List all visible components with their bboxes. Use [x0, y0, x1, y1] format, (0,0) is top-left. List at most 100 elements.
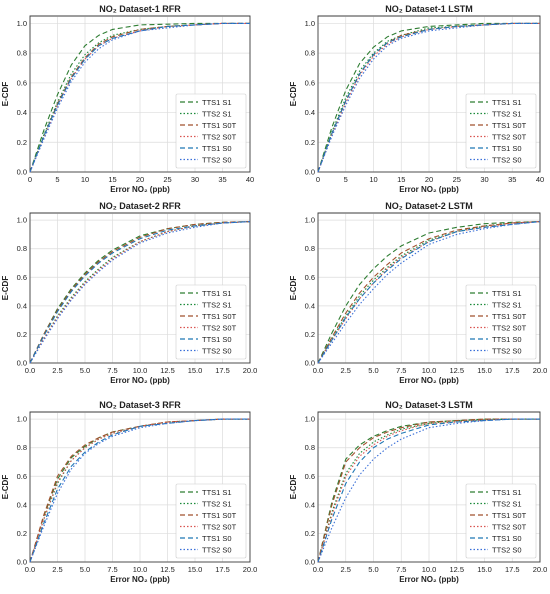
y-tick-label: 1.0 — [305, 19, 315, 28]
chart-title: NO₂ Dataset-3 LSTM — [385, 400, 473, 410]
plot-frame — [29, 15, 251, 173]
legend-entry: TTS2 S0 — [492, 545, 522, 554]
chart-panel-6: 0.0 2.5 5.0 7.5 10.0 12.5 15.0 17.5 20.0 0.0 0.2 0.… — [289, 400, 547, 584]
y-tick-label: 0.8 — [17, 443, 27, 452]
x-axis-label: Error NO₂ (ppb) — [110, 575, 170, 584]
legend-entry: TTS2 S0T — [492, 323, 527, 332]
x-tick-label: 15.0 — [477, 565, 492, 574]
chart-panel-4: 0.0 2.5 5.0 7.5 10.0 12.5 15.0 17.5 20.0 0.0 0.2 0.… — [289, 201, 547, 385]
x-tick-label: 5 — [55, 175, 59, 184]
y-tick-label: 0.8 — [17, 49, 27, 58]
x-tick-label: 5.0 — [80, 565, 90, 574]
legend-entry: TTS1 S1 — [492, 98, 522, 107]
series-line-tts1-s0 — [29, 22, 250, 173]
series-line-tts1-s0 — [317, 221, 541, 364]
x-tick-label: 20 — [425, 175, 433, 184]
x-tick-label: 0.0 — [313, 565, 323, 574]
x-tick-label: 0 — [28, 175, 32, 184]
chart-panel-3: 0.0 2.5 5.0 7.5 10.0 12.5 15.0 17.5 20.0 0.0 0.2 0.… — [1, 201, 257, 385]
chart-title: NO₂ Dataset-1 RFR — [99, 4, 181, 14]
y-tick-label: 0.2 — [17, 330, 27, 339]
y-tick-label: 1.0 — [17, 216, 27, 225]
x-tick-label: 0.0 — [313, 366, 323, 375]
series-line-tts1-s0t — [29, 221, 251, 364]
y-tick-label: 1.0 — [305, 415, 315, 424]
x-tick-label: 10.0 — [133, 366, 148, 375]
legend-entry: TTS2 S0T — [492, 132, 527, 141]
x-tick-label: 30 — [191, 175, 199, 184]
chart-panel-1: 0 5 10 15 20 25 30 35 40 0.0 0.2 0.4 0.6 0.8 1.0 NO₂ Da… — [1, 4, 254, 194]
legend-entry: TTS1 S0 — [492, 534, 522, 543]
legend-entry: TTS2 S0 — [202, 155, 232, 164]
x-tick-label: 35 — [218, 175, 226, 184]
plot-frame — [29, 212, 251, 364]
series-line-tts1-s1 — [29, 22, 250, 173]
series-line-tts1-s1 — [317, 221, 541, 364]
x-tick-label: 10.0 — [422, 565, 437, 574]
series-line-tts2-s0 — [29, 418, 250, 563]
x-axis-label: Error NO₂ (ppb) — [399, 575, 459, 584]
y-tick-label: 0.6 — [305, 273, 315, 282]
series-line-tts2-s1 — [317, 221, 541, 364]
x-tick-label: 2.5 — [341, 565, 351, 574]
y-axis-label: E-CDF — [1, 82, 10, 107]
legend-entry: TTS1 S0T — [492, 511, 527, 520]
y-tick-label: 0.2 — [17, 529, 27, 538]
legend-box — [175, 284, 247, 360]
x-tick-label: 5.0 — [80, 366, 90, 375]
chart-panel-5: 0.0 2.5 5.0 7.5 10.0 12.5 15.0 17.5 20.0 0.0 0.2 0.… — [1, 400, 257, 584]
x-tick-label: 15.0 — [188, 565, 203, 574]
y-tick-label: 1.0 — [305, 216, 315, 225]
plot-frame — [317, 411, 541, 563]
y-tick-label: 0.8 — [305, 443, 315, 452]
x-tick-label: 5.0 — [368, 366, 378, 375]
x-tick-label: 25 — [453, 175, 461, 184]
series-line-tts1-s0 — [29, 221, 251, 364]
series-line-tts2-s0 — [317, 418, 540, 563]
y-axis-label: E-CDF — [289, 82, 298, 107]
legend-entry: TTS2 S0T — [202, 132, 237, 141]
x-tick-label: 2.5 — [341, 366, 351, 375]
legend-box — [465, 483, 537, 559]
x-tick-label: 40 — [536, 175, 544, 184]
legend-box — [465, 284, 537, 360]
x-tick-label: 20.0 — [243, 366, 258, 375]
series-line-tts2-s1 — [317, 22, 540, 173]
y-tick-label: 0.2 — [305, 138, 315, 147]
legend-entry: TTS1 S1 — [492, 488, 522, 497]
x-tick-label: 20.0 — [533, 565, 548, 574]
legend-entry: TTS1 S1 — [492, 289, 522, 298]
x-tick-label: 2.5 — [52, 565, 62, 574]
legend-entry: TTS2 S1 — [492, 499, 522, 508]
y-tick-label: 1.0 — [17, 19, 27, 28]
legend-entry: TTS1 S0T — [202, 312, 237, 321]
x-tick-label: 17.5 — [215, 366, 230, 375]
legend-entry: TTS2 S0 — [492, 155, 522, 164]
y-tick-label: 0.6 — [17, 273, 27, 282]
y-tick-label: 0.4 — [17, 108, 27, 117]
legend-box — [175, 93, 247, 169]
legend-entry: TTS2 S0 — [202, 545, 232, 554]
series-line-tts1-s0t — [29, 418, 250, 563]
series-line-tts1-s0t — [317, 22, 540, 173]
x-tick-label: 25 — [163, 175, 171, 184]
plot-frame — [317, 212, 541, 364]
series-line-tts2-s0t — [29, 221, 251, 364]
x-tick-label: 10 — [369, 175, 377, 184]
legend-entry: TTS1 S0T — [492, 121, 527, 130]
legend-entry: TTS1 S0 — [492, 144, 522, 153]
y-tick-label: 0.6 — [305, 472, 315, 481]
legend-entry: TTS2 S0 — [492, 346, 522, 355]
x-tick-label: 12.5 — [160, 366, 175, 375]
x-tick-label: 30 — [480, 175, 488, 184]
series-line-tts2-s0t — [317, 418, 540, 563]
plot-frame — [29, 411, 251, 563]
y-tick-label: 0.2 — [305, 330, 315, 339]
legend-entry: TTS1 S1 — [202, 98, 232, 107]
y-tick-label: 0.6 — [305, 78, 315, 87]
y-axis-label: E-CDF — [1, 475, 10, 500]
x-tick-label: 7.5 — [107, 366, 117, 375]
legend-entry: TTS2 S1 — [492, 300, 522, 309]
